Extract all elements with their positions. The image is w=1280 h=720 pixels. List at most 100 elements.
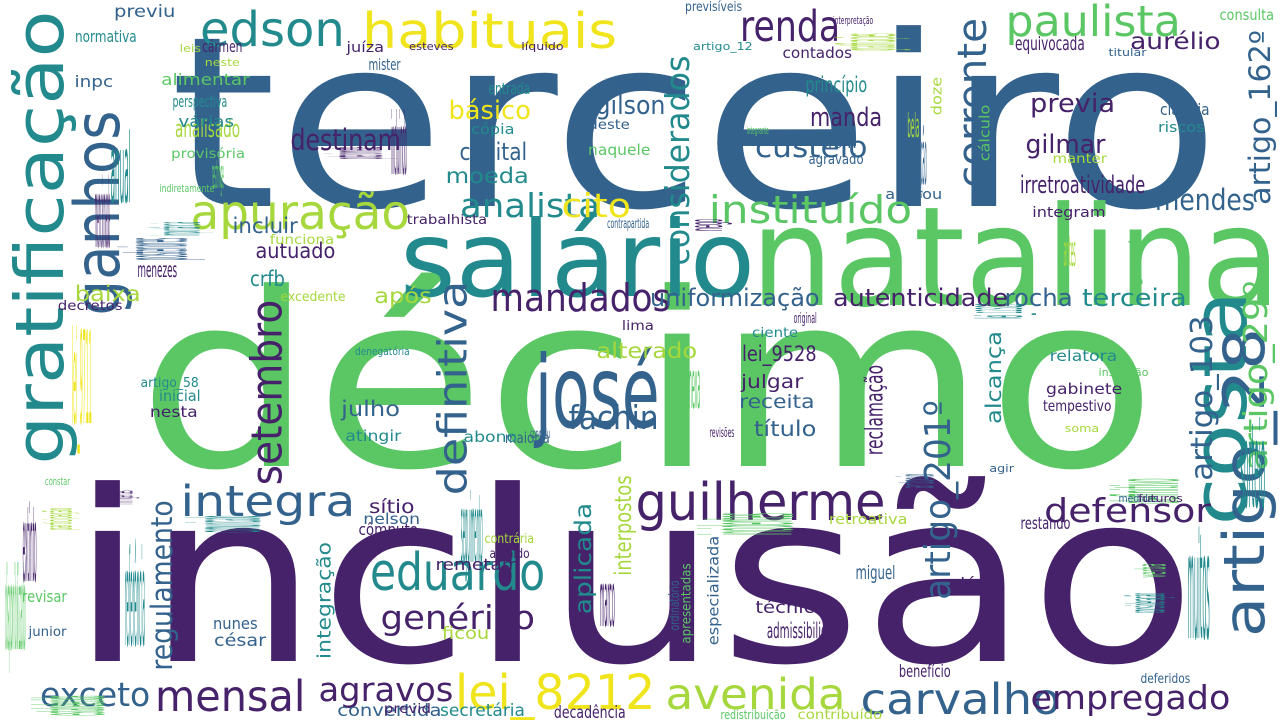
word-computo: cômputo [358,520,419,539]
word-artigo-58: artigo_58 [140,376,199,391]
word-reclamacao: reclamação [860,364,889,456]
word-artigo-103: artigo_103 [1185,315,1221,481]
word-miguel: miguel [855,562,896,584]
word-edson: edson [200,2,345,58]
word-remetam: remetam [435,555,520,574]
word-entrada: entrada [488,79,531,98]
word-bela: bela [907,106,920,145]
word-alimentar: alimentar [161,70,250,89]
word-capital: capital [459,138,528,166]
word-contraria: contrária [484,532,535,547]
word-terceiro: terceiro [169,0,1221,263]
word-anexa: anexa [686,346,701,424]
word-receita: receita [739,391,815,413]
word-disponibilizada: disponibilizada [595,77,662,90]
word-instituido: instituído [708,188,913,232]
word-mencionada: mencionada [94,160,111,270]
word-inicial: inicial [158,387,201,405]
word-inclusao: inclusão [69,441,1197,718]
word-beneficio: benefício [898,662,951,682]
word-perspectiva: perspectiva [172,92,228,111]
word-defensor: defensor [1044,491,1211,530]
word-mister: mister [368,55,401,74]
word-nego: nego [677,219,734,231]
word-empregado: empregado [1030,678,1231,717]
word-referencia: referência [124,523,145,677]
word-deste: deste [588,118,630,133]
word-junior: junior [28,625,67,640]
word-restringe: restringe [211,152,224,198]
word-eduardo: eduardo [370,543,546,603]
word-normativa: normativa [74,27,137,46]
word-constar: constar [45,475,71,488]
word-seguimento: seguimento [460,475,483,585]
word-verba: verba [1127,563,1176,578]
word-decretos: decretos [57,299,123,314]
word-restando: restando [1020,514,1071,534]
word-guilherme: guilherme [635,473,886,533]
word-secretaria: secretária [440,701,525,720]
word-leis: leis [179,42,202,55]
word-sitio: sítio [369,496,415,518]
word-integram: integram [1032,205,1106,221]
word-soma: soma [1064,422,1100,435]
word-ficou: ficou [441,624,490,644]
word-calculo: cálculo [977,104,994,162]
word-retroativa: retroativa [828,512,908,528]
word-inovacao: inovação [911,113,927,202]
word-lei-12322: lei_12322 [963,303,1037,319]
word-posteriores: posteriores [103,237,209,261]
word-gabinete: gabinete [1046,380,1123,398]
word-previd: previd [383,702,431,717]
word-analisado: analisado [175,115,241,143]
word-carvalho: carvalho [860,675,1061,720]
word-relatora: relatora [1049,347,1118,365]
word-agravado: agravado [808,152,864,168]
word-tecnico: técnico [755,598,827,618]
word-nelson: nelson [363,510,421,528]
word-cito: cito [561,186,631,225]
word-artigo-12: artigo_12 [693,40,753,53]
word-contrapartida: contrapartida [607,217,650,232]
word-consideracao: consideração [1117,592,1178,614]
word-lei-8212: lei_8212 [455,665,656,720]
word-previsiveis: previsíveis [685,0,743,15]
word-antes: antes [1063,227,1076,277]
word-principio: princípio [805,73,868,97]
word-incluir: incluir [232,214,298,238]
word-titular: titular [1108,46,1147,59]
word-crfb: crfb [249,267,285,291]
word-atingir: atingir [345,427,402,445]
word-naquele: naquele [588,141,651,159]
word-ciente: ciente [751,326,799,341]
word-lucia: lúcia [960,574,1004,593]
word-alterado: alterado [596,339,698,363]
word-custeio: custeio [754,130,868,164]
word-terceira: terceira [1082,284,1187,312]
word-julho: julho [341,397,400,421]
word-integracao: integração [313,542,336,659]
word-doze: doze [929,76,946,116]
word-inpc: inpc [74,72,114,91]
word-jose: josé [534,334,660,451]
word-copia: cópia [471,122,515,138]
word-incidentes: incidentes [677,513,822,535]
word-especializada: especializada [704,535,723,646]
word-mandados: mandados [490,276,671,320]
word-esteves: esteves [408,40,454,53]
word-alterou: alterou [885,187,943,203]
word-riscos: riscos [1157,120,1205,136]
word-considerados: considerados [657,55,697,266]
word-trabalhista: trabalhista [406,213,488,228]
word-disponibilizado: disponibilizado [5,543,26,676]
word-convertida: convertida [337,701,442,720]
word-exceto: exceto [40,675,151,714]
word-decimo: décimo [137,242,1158,524]
word-funciona: funciona [269,233,335,248]
word-nesta: nesta [149,403,198,421]
word-generico: genérico [380,598,536,637]
word-avenida: avenida [665,670,846,720]
word-alcanca: alcança [981,331,1006,424]
word-natalina: natalina [750,177,1280,338]
